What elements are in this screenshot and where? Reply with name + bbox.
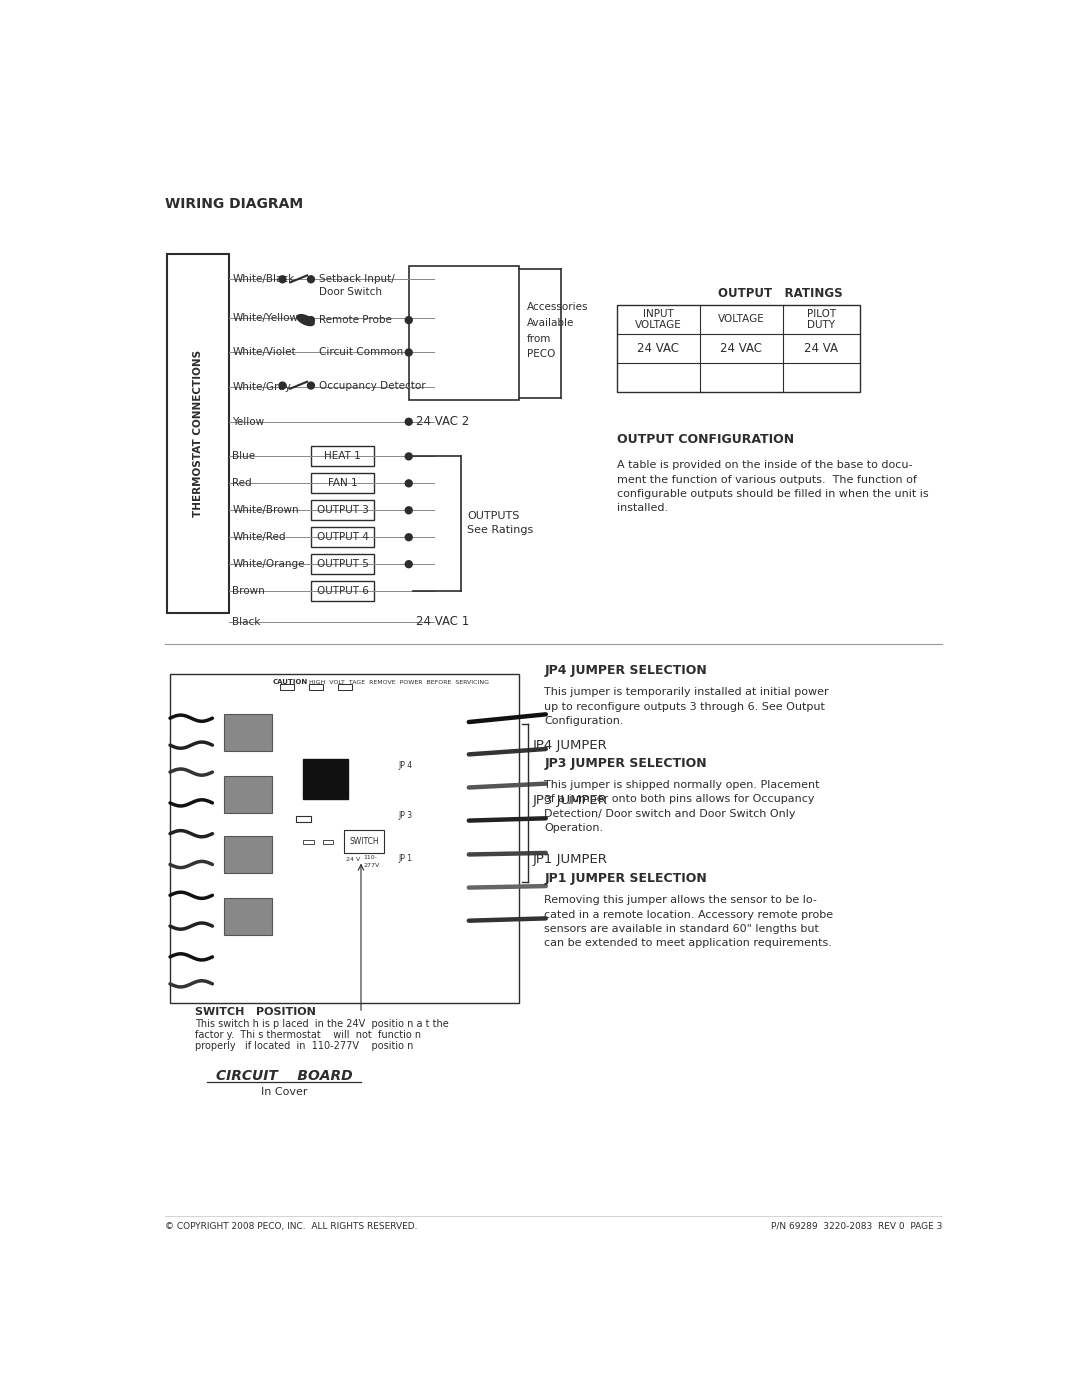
Text: JP 4: JP 4 (397, 761, 413, 770)
Text: Door Switch: Door Switch (319, 288, 381, 298)
Text: 24 VAC 1: 24 VAC 1 (417, 616, 470, 629)
Text: OUTPUT 6: OUTPUT 6 (316, 587, 368, 597)
Text: CAUTION: CAUTION (272, 679, 308, 685)
Text: White/Yellow: White/Yellow (232, 313, 298, 323)
Text: A table is provided on the inside of the base to docu-
ment the function of vari: A table is provided on the inside of the… (617, 460, 929, 514)
Text: OUTPUT 3: OUTPUT 3 (316, 506, 368, 515)
Text: HEAT 1: HEAT 1 (324, 451, 361, 461)
Circle shape (405, 317, 413, 324)
Text: White/Red: White/Red (232, 532, 286, 542)
Text: Occupancy Detector: Occupancy Detector (319, 380, 426, 391)
FancyBboxPatch shape (224, 775, 272, 813)
Text: INPUT
VOLTAGE: INPUT VOLTAGE (635, 309, 681, 330)
Text: White/Violet: White/Violet (232, 348, 296, 358)
Text: properly   if located  in  110-277V    positio n: properly if located in 110-277V positio … (195, 1041, 414, 1051)
Text: 24 VAC 2: 24 VAC 2 (417, 415, 470, 429)
Text: White/Orange: White/Orange (232, 559, 305, 569)
Text: CIRCUIT    BOARD: CIRCUIT BOARD (216, 1069, 352, 1083)
Circle shape (308, 275, 314, 282)
Text: OUTPUT   RATINGS: OUTPUT RATINGS (717, 286, 842, 300)
Circle shape (279, 383, 286, 388)
Text: JP1 JUMPER: JP1 JUMPER (532, 852, 608, 866)
Text: White/Black: White/Black (232, 274, 295, 285)
Text: OUTPUT 5: OUTPUT 5 (316, 559, 368, 569)
Text: 277V: 277V (363, 863, 379, 868)
Text: OUTPUTS
See Ratings: OUTPUTS See Ratings (468, 511, 534, 535)
Text: OUTPUT 4: OUTPUT 4 (316, 532, 368, 542)
Circle shape (405, 349, 413, 356)
Text: PILOT
DUTY: PILOT DUTY (807, 309, 836, 330)
Text: © COPYRIGHT 2008 PECO, INC.  ALL RIGHTS RESERVED.: © COPYRIGHT 2008 PECO, INC. ALL RIGHTS R… (164, 1222, 417, 1231)
Text: JP 3: JP 3 (397, 812, 413, 820)
Text: White/Brown: White/Brown (232, 506, 299, 515)
FancyBboxPatch shape (224, 835, 272, 873)
Text: 24 VAC: 24 VAC (637, 342, 679, 355)
Text: Black: Black (232, 617, 260, 627)
Text: JP1 JUMPER SELECTION: JP1 JUMPER SELECTION (544, 872, 707, 886)
Text: Brown: Brown (232, 587, 266, 597)
Text: Yellow: Yellow (232, 416, 265, 426)
Ellipse shape (297, 314, 314, 326)
Text: 24 VAC: 24 VAC (720, 342, 762, 355)
Text: FAN 1: FAN 1 (327, 478, 357, 489)
Text: JP4 JUMPER SELECTION: JP4 JUMPER SELECTION (544, 665, 707, 678)
Circle shape (405, 418, 413, 425)
Text: Setback Input/: Setback Input/ (319, 274, 394, 285)
Circle shape (308, 317, 314, 324)
Text: P/N 69289  3220-2083  REV 0  PAGE 3: P/N 69289 3220-2083 REV 0 PAGE 3 (771, 1222, 943, 1231)
Circle shape (405, 534, 413, 541)
Text: JP3 JUMPER SELECTION: JP3 JUMPER SELECTION (544, 757, 707, 770)
Text: In Cover: In Cover (260, 1087, 307, 1098)
Text: 110-: 110- (363, 855, 377, 861)
Text: Circuit Common: Circuit Common (319, 348, 403, 358)
Circle shape (405, 507, 413, 514)
Text: HIGH  VOLT  TAGE  REMOVE  POWER  BEFORE  SERVICING: HIGH VOLT TAGE REMOVE POWER BEFORE SERVI… (309, 679, 488, 685)
FancyBboxPatch shape (224, 714, 272, 752)
FancyBboxPatch shape (224, 898, 272, 935)
Text: This jumper is shipped normally open. Placement
of a jumper onto both pins allow: This jumper is shipped normally open. Pl… (544, 780, 820, 833)
Text: SWITCH: SWITCH (349, 837, 379, 847)
Text: JP4 JUMPER: JP4 JUMPER (532, 739, 607, 752)
Text: JP 1: JP 1 (397, 854, 411, 862)
Circle shape (405, 481, 413, 486)
Text: White/Gray: White/Gray (232, 383, 292, 393)
Circle shape (405, 560, 413, 567)
Text: WIRING DIAGRAM: WIRING DIAGRAM (164, 197, 302, 211)
Text: OUTPUT CONFIGURATION: OUTPUT CONFIGURATION (617, 433, 794, 446)
Text: 24 VA: 24 VA (805, 342, 838, 355)
FancyBboxPatch shape (303, 759, 348, 799)
Circle shape (405, 453, 413, 460)
Text: Removing this jumper allows the sensor to be lo-
cated in a remote location. Acc: Removing this jumper allows the sensor t… (544, 895, 834, 949)
Text: VOLTAGE: VOLTAGE (718, 314, 765, 324)
Text: Remote Probe: Remote Probe (319, 316, 392, 326)
Text: THERMOSTAT CONNECTIONS: THERMOSTAT CONNECTIONS (192, 349, 203, 517)
Circle shape (279, 275, 286, 282)
Text: Red: Red (232, 478, 252, 489)
Text: factor y.  Thi s thermostat    will  not  functio n: factor y. Thi s thermostat will not func… (195, 1030, 421, 1039)
Text: JP3 JUMPER: JP3 JUMPER (532, 793, 608, 807)
Text: 24 V: 24 V (347, 856, 361, 862)
Circle shape (308, 383, 314, 388)
Text: Accessories
Available
from
PECO: Accessories Available from PECO (527, 303, 588, 359)
Text: SWITCH   POSITION: SWITCH POSITION (195, 1007, 316, 1017)
Text: This switch h is p laced  in the 24V  positio n a t the: This switch h is p laced in the 24V posi… (195, 1018, 449, 1030)
Text: This jumper is temporarily installed at initial power
up to reconfigure outputs : This jumper is temporarily installed at … (544, 687, 828, 726)
Text: Blue: Blue (232, 451, 256, 461)
